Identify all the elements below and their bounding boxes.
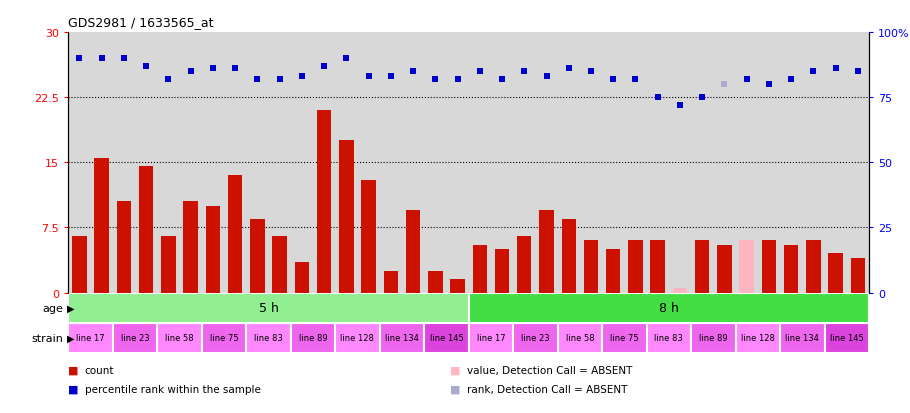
Bar xyxy=(68,293,469,323)
Bar xyxy=(517,236,531,293)
Text: line 128: line 128 xyxy=(741,334,774,342)
Text: strain: strain xyxy=(32,333,64,343)
Bar xyxy=(68,323,113,353)
Bar xyxy=(735,323,780,353)
Text: line 17: line 17 xyxy=(76,334,105,342)
Bar xyxy=(335,323,379,353)
Bar xyxy=(295,263,309,293)
Text: line 83: line 83 xyxy=(254,334,283,342)
Bar xyxy=(558,323,602,353)
Bar xyxy=(691,323,735,353)
Bar xyxy=(672,288,687,293)
Bar xyxy=(851,258,865,293)
Bar xyxy=(561,219,576,293)
Bar xyxy=(157,323,202,353)
Bar xyxy=(247,323,290,353)
Bar xyxy=(647,323,691,353)
Bar xyxy=(379,323,424,353)
Text: percentile rank within the sample: percentile rank within the sample xyxy=(85,384,260,394)
Text: line 75: line 75 xyxy=(610,334,639,342)
Bar xyxy=(250,219,265,293)
Text: age: age xyxy=(43,303,64,313)
Bar xyxy=(228,176,242,293)
Bar xyxy=(161,236,176,293)
Text: 8 h: 8 h xyxy=(659,301,679,314)
Bar xyxy=(202,323,247,353)
Text: line 145: line 145 xyxy=(430,334,463,342)
Bar xyxy=(495,249,510,293)
Bar xyxy=(95,159,109,293)
Bar xyxy=(513,323,558,353)
Bar xyxy=(317,111,331,293)
Text: ■: ■ xyxy=(450,365,461,375)
Bar xyxy=(780,323,824,353)
Bar xyxy=(828,254,843,293)
Text: line 89: line 89 xyxy=(298,334,328,342)
Bar xyxy=(806,241,821,293)
Text: line 23: line 23 xyxy=(521,334,550,342)
Text: line 17: line 17 xyxy=(477,334,505,342)
Bar xyxy=(72,236,86,293)
Text: line 75: line 75 xyxy=(209,334,238,342)
Text: ■: ■ xyxy=(450,384,461,394)
Bar xyxy=(651,241,665,293)
Text: line 89: line 89 xyxy=(699,334,728,342)
Text: ▶: ▶ xyxy=(67,333,75,343)
Bar xyxy=(184,202,197,293)
Bar xyxy=(116,202,131,293)
Bar xyxy=(361,180,376,293)
Text: line 128: line 128 xyxy=(340,334,374,342)
Text: count: count xyxy=(85,365,114,375)
Bar xyxy=(406,211,420,293)
Bar xyxy=(628,241,642,293)
Bar xyxy=(824,323,869,353)
Text: value, Detection Call = ABSENT: value, Detection Call = ABSENT xyxy=(467,365,632,375)
Bar xyxy=(540,211,553,293)
Bar xyxy=(139,167,153,293)
Text: line 58: line 58 xyxy=(165,334,194,342)
Bar xyxy=(717,245,732,293)
Bar xyxy=(695,241,710,293)
Text: line 23: line 23 xyxy=(121,334,149,342)
Bar xyxy=(472,245,487,293)
Bar xyxy=(384,271,398,293)
Bar xyxy=(584,241,598,293)
Bar xyxy=(469,293,869,323)
Bar xyxy=(290,323,335,353)
Bar xyxy=(762,241,776,293)
Bar xyxy=(784,245,798,293)
Text: rank, Detection Call = ABSENT: rank, Detection Call = ABSENT xyxy=(467,384,627,394)
Text: ■: ■ xyxy=(68,365,79,375)
Text: 5 h: 5 h xyxy=(258,301,278,314)
Text: line 83: line 83 xyxy=(654,334,683,342)
Text: line 58: line 58 xyxy=(565,334,594,342)
Bar xyxy=(450,280,465,293)
Text: line 145: line 145 xyxy=(830,334,864,342)
Bar xyxy=(469,323,513,353)
Bar xyxy=(206,206,220,293)
Text: line 134: line 134 xyxy=(785,334,819,342)
Bar xyxy=(740,241,753,293)
Bar xyxy=(428,271,442,293)
Text: line 134: line 134 xyxy=(385,334,419,342)
Text: GDS2981 / 1633565_at: GDS2981 / 1633565_at xyxy=(68,16,214,28)
Text: ▶: ▶ xyxy=(67,303,75,313)
Bar xyxy=(339,141,353,293)
Text: ■: ■ xyxy=(68,384,79,394)
Bar xyxy=(606,249,621,293)
Bar xyxy=(602,323,647,353)
Bar xyxy=(113,323,157,353)
Bar xyxy=(272,236,287,293)
Bar xyxy=(424,323,469,353)
